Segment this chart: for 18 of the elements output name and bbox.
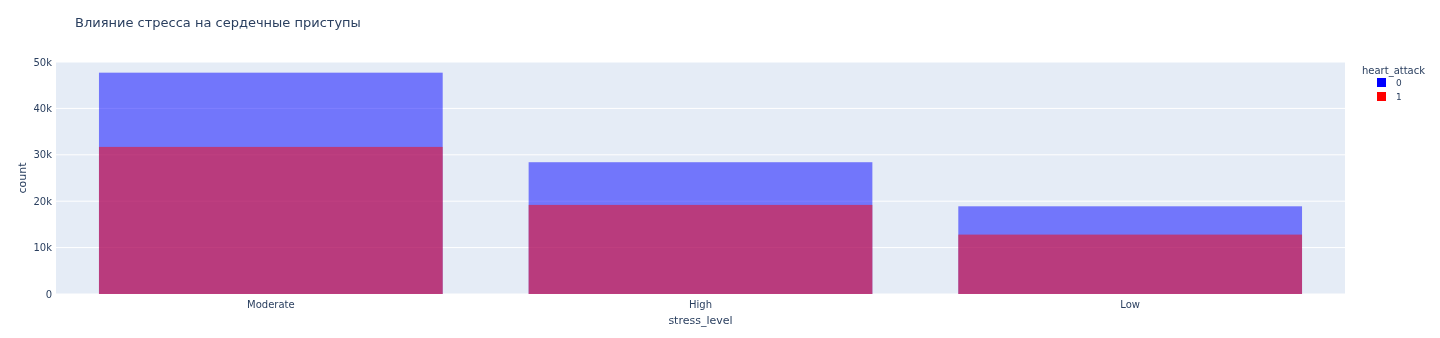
- x-tick-label: High: [689, 298, 712, 310]
- y-tick-label: 20k: [33, 195, 53, 207]
- bar: [958, 234, 1303, 294]
- bar: [98, 146, 443, 294]
- y-tick-label: 30k: [33, 149, 53, 161]
- y-tick-label: 10k: [33, 242, 53, 254]
- legend-label: 1: [1396, 92, 1402, 103]
- chart-title: Влияние стресса на сердечные приступы: [75, 15, 361, 30]
- x-tick-label: Low: [1120, 298, 1141, 310]
- x-axis-title: stress_level: [668, 314, 733, 327]
- y-tick-label: 50k: [33, 56, 53, 68]
- x-tick-label: Moderate: [247, 298, 295, 310]
- y-tick-label: 40k: [33, 102, 53, 114]
- legend-title: heart_attack: [1362, 65, 1426, 77]
- legend-label: 0: [1396, 78, 1402, 89]
- bar: [528, 204, 873, 294]
- y-tick-label: 0: [45, 288, 52, 300]
- y-axis-title: count: [16, 161, 29, 194]
